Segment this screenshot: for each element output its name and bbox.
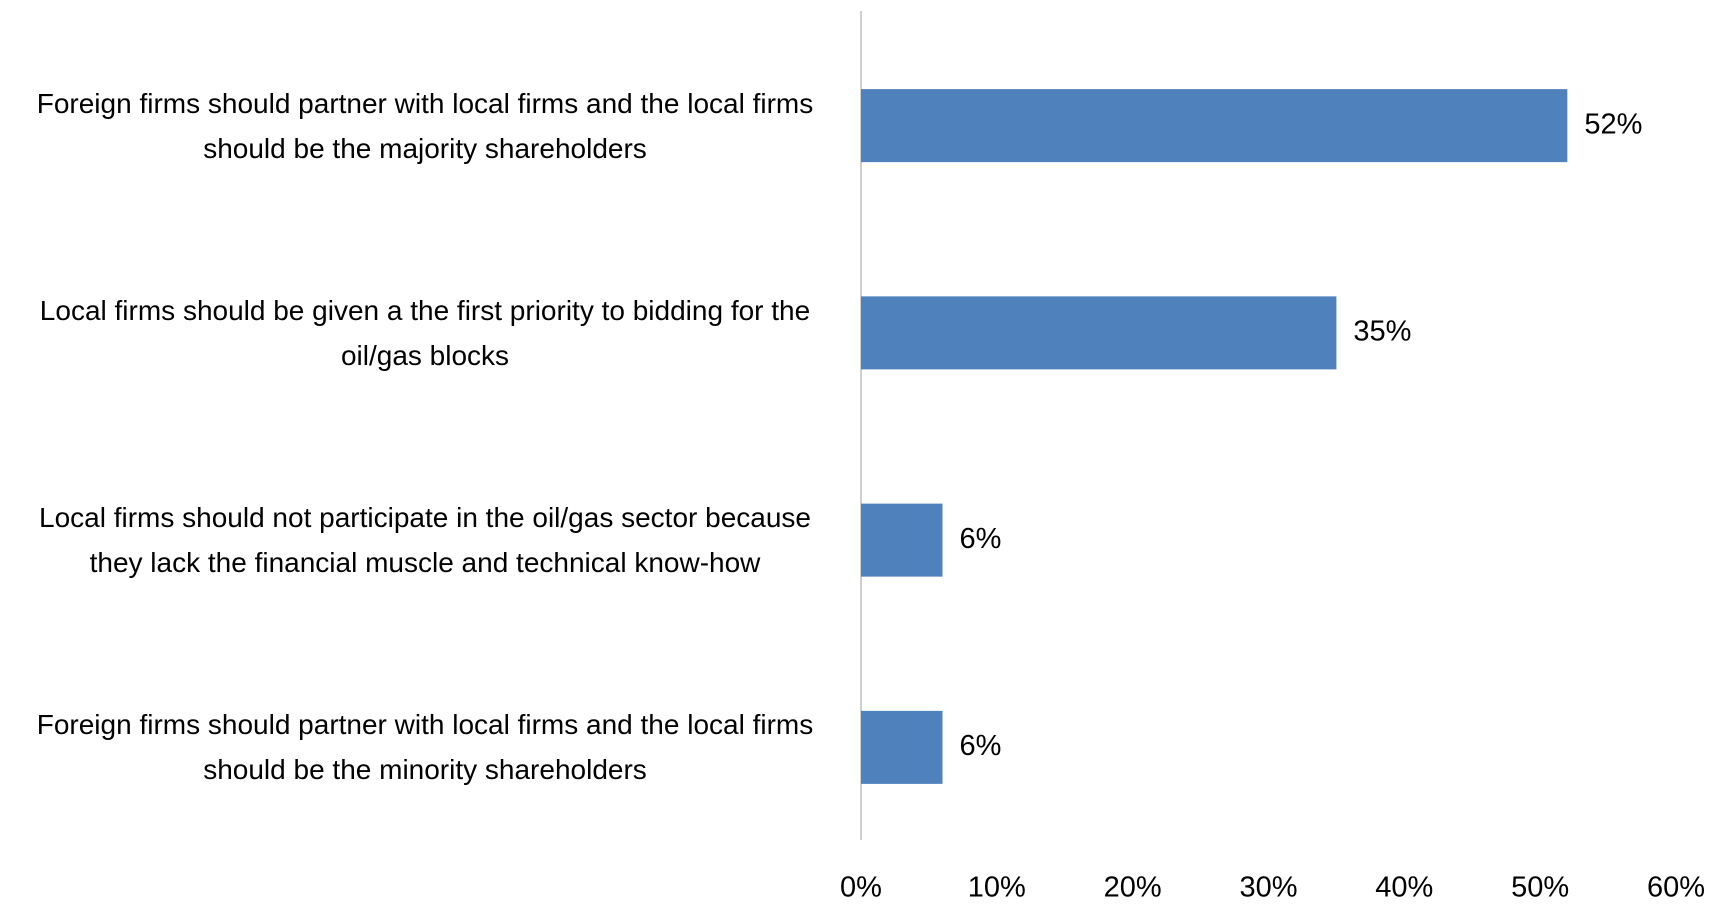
y-tick-label: Foreign firms should partner with local … — [36, 87, 814, 164]
x-tick-label: 50% — [1511, 872, 1569, 904]
x-tick-label: 20% — [1104, 872, 1162, 904]
x-tick-label: 30% — [1239, 872, 1297, 904]
x-tick-label: 60% — [1647, 872, 1705, 904]
bar — [861, 710, 943, 784]
data-label: 52% — [1584, 108, 1642, 140]
x-tick-label: 40% — [1375, 872, 1433, 904]
data-label: 6% — [960, 523, 1002, 555]
y-tick-label: Local firms should be given a the first … — [39, 294, 811, 371]
bar — [861, 296, 1337, 370]
data-label: 6% — [960, 730, 1002, 762]
data-label: 35% — [1353, 316, 1411, 348]
y-tick-label: Foreign firms should partner with local … — [36, 709, 814, 786]
bar — [861, 89, 1568, 163]
x-tick-label: 10% — [968, 872, 1026, 904]
bar — [861, 503, 943, 577]
y-tick-label: Local firms should not participate in th… — [39, 502, 811, 579]
x-tick-label: 0% — [840, 872, 882, 904]
